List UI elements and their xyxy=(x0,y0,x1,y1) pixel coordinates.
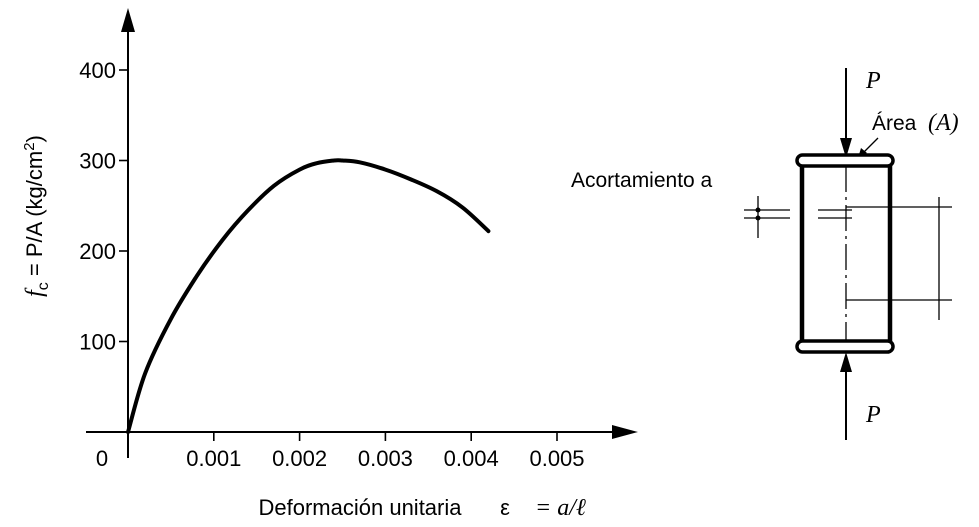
y-tick-label: 400 xyxy=(79,58,116,83)
y-axis-arrow xyxy=(121,8,135,32)
x-tick-label: 0.004 xyxy=(444,446,499,471)
y-tick-label: 100 xyxy=(79,330,116,355)
y-axis-title: fc = P/A (kg/cm2) xyxy=(21,135,52,297)
y-axis-title-sup: 2 xyxy=(21,142,38,150)
x-tick-label: 0.001 xyxy=(186,446,241,471)
origin-label: 0 xyxy=(96,446,108,471)
bottom-load-label: P xyxy=(865,402,881,428)
x-ticks: 0.001 0.002 0.003 0.004 0.005 xyxy=(186,432,585,471)
y-axis-title-formula: = P/A (kg/cm xyxy=(22,151,47,282)
top-load-label: P xyxy=(865,68,881,94)
bottom-plate xyxy=(795,339,895,354)
top-load-arrowhead xyxy=(840,138,852,158)
x-tick-label: 0.003 xyxy=(358,446,413,471)
area-label: Área xyxy=(872,112,917,135)
x-axis-arrow xyxy=(612,425,638,439)
stress-strain-curve xyxy=(126,158,491,434)
y-axis-title-close: ) xyxy=(22,135,47,142)
y-axis-title-symbol: f xyxy=(22,287,48,297)
shortening-label: Acortamiento a xyxy=(571,169,713,192)
top-plate xyxy=(795,153,895,168)
x-tick-label: 0.005 xyxy=(529,446,584,471)
stress-strain-chart: 0.001 0.002 0.003 0.004 0.005 100 200 300 400 0… xyxy=(21,8,638,521)
area-symbol: (A) xyxy=(928,110,959,136)
bottom-load-arrowhead xyxy=(840,352,852,372)
shortening-marker-dot-2 xyxy=(755,215,761,221)
shortening-marker-dot-1 xyxy=(755,207,761,213)
y-axis-title-subscript: c xyxy=(35,282,52,290)
y-ticks: 100 200 300 400 xyxy=(79,58,128,355)
y-tick-label: 200 xyxy=(79,239,116,264)
x-axis-title-symbol: ε xyxy=(500,495,510,520)
y-tick-label: 300 xyxy=(79,149,116,174)
x-axis-title: Deformación unitaria xyxy=(259,495,463,520)
specimen-diagram: P Área (A) Acortamiento a P xyxy=(571,68,959,440)
x-tick-label: 0.002 xyxy=(272,446,327,471)
x-axis-title-formula: = a/ℓ xyxy=(535,495,586,521)
